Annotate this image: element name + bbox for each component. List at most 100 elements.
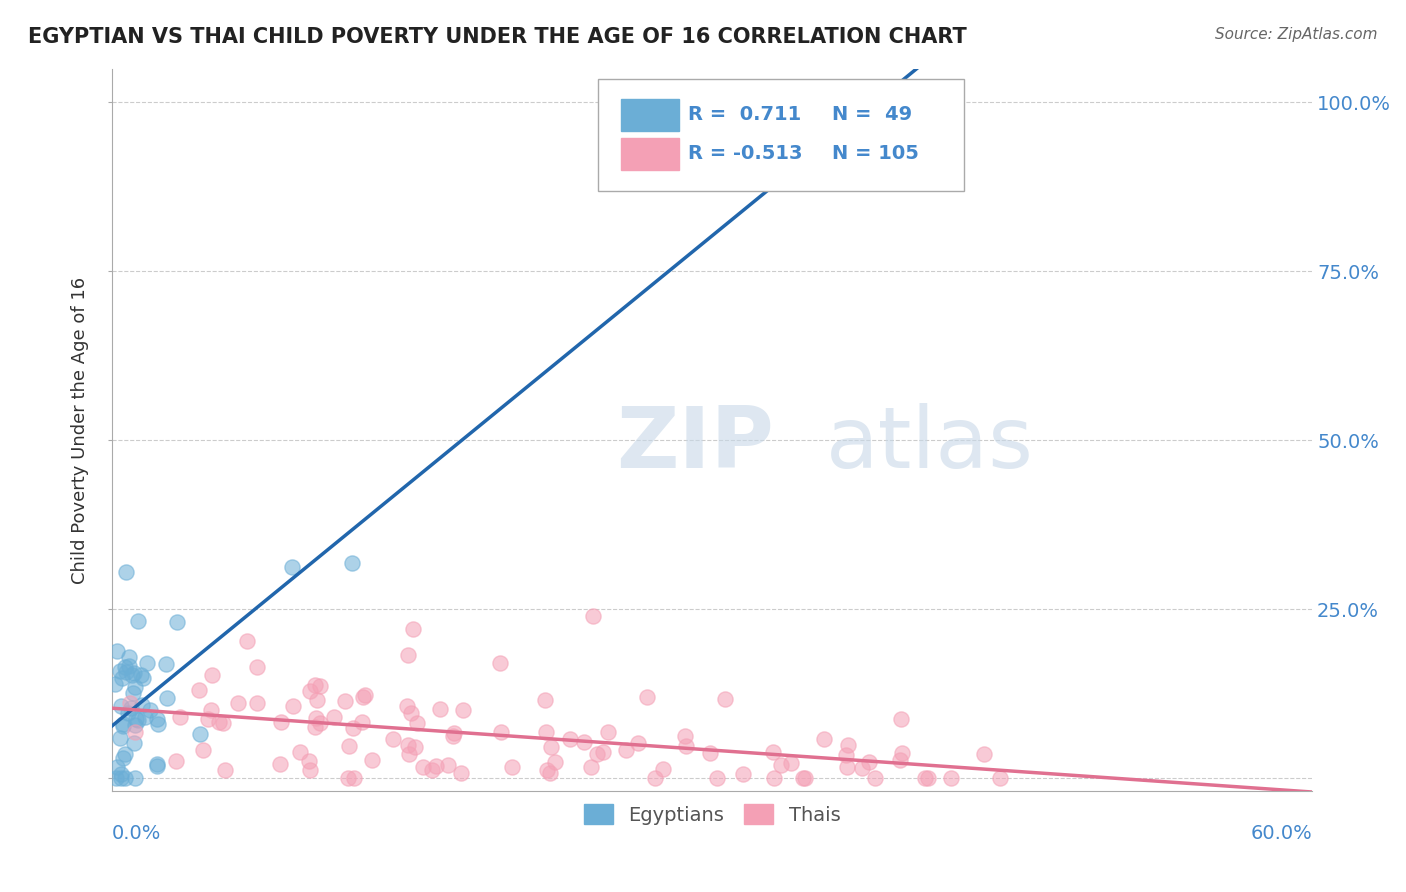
Point xyxy=(395,698,418,713)
Point xyxy=(236,634,259,648)
Point xyxy=(352,690,374,705)
Point xyxy=(592,745,614,759)
Point xyxy=(124,680,146,694)
Point xyxy=(305,711,328,725)
Point xyxy=(361,753,384,767)
Point xyxy=(131,698,153,712)
Point xyxy=(501,760,523,774)
Text: atlas: atlas xyxy=(827,403,1035,486)
Point xyxy=(398,648,420,663)
Point xyxy=(127,614,149,628)
Point xyxy=(121,667,143,681)
Point xyxy=(146,712,169,726)
Point xyxy=(124,717,146,731)
Point xyxy=(129,668,152,682)
Point xyxy=(420,763,443,777)
Text: N = 105: N = 105 xyxy=(832,144,920,162)
Point xyxy=(396,738,419,752)
Point xyxy=(246,660,269,674)
Point xyxy=(381,732,404,747)
Point xyxy=(134,710,156,724)
Text: EGYPTIAN VS THAI CHILD POVERTY UNDER THE AGE OF 16 CORRELATION CHART: EGYPTIAN VS THAI CHILD POVERTY UNDER THE… xyxy=(28,27,967,46)
Point xyxy=(450,765,472,780)
Point xyxy=(437,758,460,772)
Point xyxy=(114,747,136,761)
Point xyxy=(108,665,131,679)
Point xyxy=(118,649,141,664)
Text: 0.0%: 0.0% xyxy=(112,824,162,843)
Point xyxy=(112,716,135,731)
Point xyxy=(197,712,219,726)
Point xyxy=(169,710,191,724)
Point xyxy=(917,771,939,785)
Point xyxy=(146,717,169,731)
Point xyxy=(165,754,187,768)
Point xyxy=(146,759,169,773)
Point xyxy=(110,767,132,781)
Point xyxy=(489,724,512,739)
Point xyxy=(340,556,363,570)
Point xyxy=(988,771,1011,785)
Point xyxy=(404,740,426,755)
Y-axis label: Child Poverty Under the Age of 16: Child Poverty Under the Age of 16 xyxy=(72,277,89,583)
Point xyxy=(596,725,619,739)
FancyBboxPatch shape xyxy=(598,79,965,192)
Point xyxy=(731,767,754,781)
Point xyxy=(281,559,304,574)
Point xyxy=(118,658,141,673)
Point xyxy=(120,700,142,714)
Point xyxy=(837,760,859,774)
Point xyxy=(105,760,128,774)
Text: N =  49: N = 49 xyxy=(832,104,912,124)
Point xyxy=(307,693,329,707)
Point xyxy=(443,725,465,739)
Point xyxy=(193,743,215,757)
Point xyxy=(112,751,135,765)
Point xyxy=(187,682,209,697)
Point xyxy=(627,736,650,750)
Point xyxy=(858,755,880,769)
Point xyxy=(298,763,321,777)
Point xyxy=(941,771,963,785)
Point xyxy=(441,729,464,743)
Point xyxy=(560,732,582,747)
Point xyxy=(121,686,143,700)
Point xyxy=(411,760,433,774)
Point xyxy=(105,771,128,785)
Point xyxy=(336,771,359,785)
Point xyxy=(114,665,136,679)
Point xyxy=(246,696,269,710)
Point xyxy=(132,671,155,685)
Point xyxy=(425,759,447,773)
Point xyxy=(406,716,429,731)
Point xyxy=(111,671,134,685)
Point xyxy=(699,746,721,760)
Point xyxy=(714,692,737,706)
Point xyxy=(308,680,330,694)
Point xyxy=(540,740,562,755)
Point xyxy=(156,690,179,705)
Point xyxy=(124,771,146,785)
Point xyxy=(342,722,364,736)
Point xyxy=(114,565,136,579)
Point xyxy=(762,745,785,759)
Point xyxy=(794,771,817,785)
Point xyxy=(863,771,886,785)
Point xyxy=(114,771,136,785)
FancyBboxPatch shape xyxy=(621,99,679,131)
Point xyxy=(207,714,229,729)
Point xyxy=(122,666,145,681)
Point xyxy=(298,684,321,698)
Point xyxy=(118,696,141,710)
Text: Source: ZipAtlas.com: Source: ZipAtlas.com xyxy=(1215,27,1378,42)
Point xyxy=(304,720,326,734)
Legend: Egyptians, Thais: Egyptians, Thais xyxy=(576,797,848,832)
Point xyxy=(270,715,292,730)
Point xyxy=(579,760,602,774)
Text: 60.0%: 60.0% xyxy=(1250,824,1312,843)
Point xyxy=(544,755,567,769)
Point xyxy=(835,747,858,762)
Point xyxy=(323,710,346,724)
Point xyxy=(837,738,859,752)
Point xyxy=(105,643,128,657)
